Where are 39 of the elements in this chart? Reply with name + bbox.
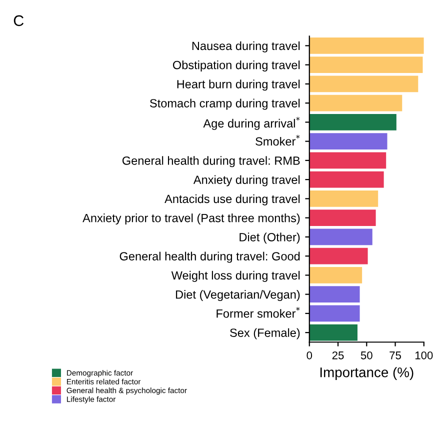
x-tick-label: 25 xyxy=(332,351,344,360)
bar xyxy=(309,94,402,112)
bar xyxy=(309,305,360,322)
bar xyxy=(309,56,423,73)
bar xyxy=(309,152,386,169)
y-tick-label: Anxiety prior to travel (Past three months) xyxy=(82,214,300,225)
x-tick-label: 100 xyxy=(415,351,433,360)
bar xyxy=(309,228,372,246)
y-tick-label: General health during travel: RMB xyxy=(122,156,300,168)
y-tick-label: Antacids use during travel xyxy=(164,194,300,206)
bar xyxy=(309,267,362,284)
bar xyxy=(309,324,358,341)
bar xyxy=(309,248,368,264)
y-tick-label: Nausea during travel xyxy=(192,41,300,52)
text: C xyxy=(14,15,24,26)
y-tick-label: Weight loss during travel xyxy=(171,270,300,282)
bar xyxy=(309,171,384,188)
bar xyxy=(309,286,360,302)
y-tick-label: Heart burn during travel xyxy=(177,80,300,91)
bar xyxy=(309,38,424,54)
x-tick-label: 0 xyxy=(306,351,312,360)
bar xyxy=(309,76,418,92)
y-tick-label: Stomach cramp during travel xyxy=(150,98,300,110)
y-tick-label: Former smoker$^{*}$ xyxy=(216,306,300,318)
y-tick-label: Sex (Female) xyxy=(230,328,300,340)
x-axis-title: Importance (%) xyxy=(320,367,414,380)
y-tick-label: Age during arrival$^{*}$ xyxy=(203,116,300,130)
y-tick-label: Anxiety during travel xyxy=(193,175,300,186)
bar xyxy=(309,114,396,130)
y-tick-label: Diet (Other) xyxy=(240,232,300,244)
x-tick-label: 75 xyxy=(390,352,401,360)
y-tick-label: Obstipation during travel xyxy=(172,60,300,72)
y-tick-label: Smoker$^{*}$ xyxy=(256,134,300,146)
bar xyxy=(309,133,388,150)
y-tick-label: General health during travel: Good xyxy=(120,252,300,263)
x-tick-label: 50 xyxy=(360,351,372,360)
bar xyxy=(309,190,378,207)
bar xyxy=(309,210,376,226)
y-tick-label: Diet (Vegetarian/Vegan) xyxy=(176,290,300,302)
